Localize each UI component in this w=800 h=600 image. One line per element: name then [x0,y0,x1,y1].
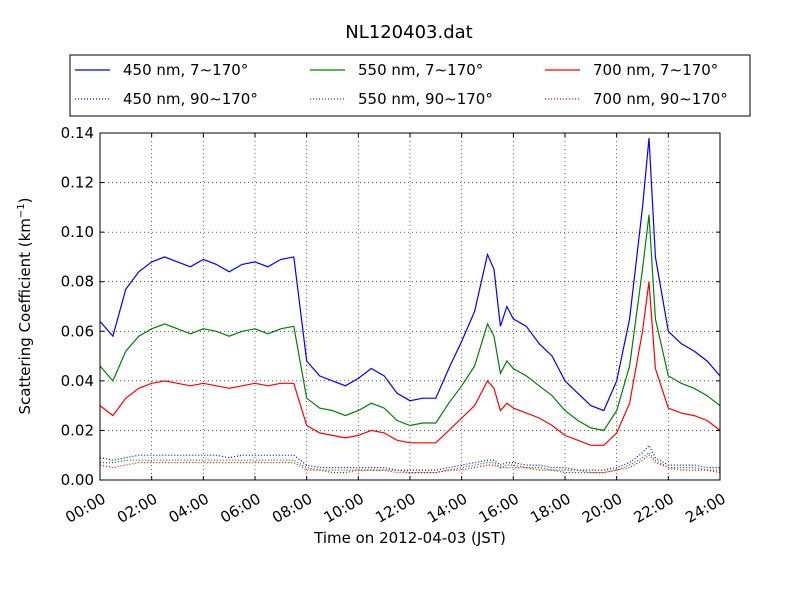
series-line-1 [99,137,721,412]
series-line-3 [99,281,721,446]
y-tick-label: 0.02 [61,421,94,439]
x-tick-label: 02:00 [114,490,160,527]
y-tick-label: 0.14 [61,124,94,142]
series-line-6 [99,454,721,474]
x-tick-label: 00:00 [62,490,108,527]
y-tick-label: 0.04 [61,372,94,390]
y-axis-label: Scattering Coefficient (km−1) [16,197,34,414]
legend: 450 nm, 7∼170° 550 nm, 7∼170° 700 nm, 7∼17… [69,54,751,117]
chart-title: NL120403.dat [345,22,472,43]
x-tick-label: 24:00 [682,490,728,527]
series-lines [99,137,721,474]
x-tick-label: 14:00 [424,490,470,527]
grid [99,132,721,481]
y-tick-label: 0.12 [61,174,94,192]
x-tick-label: 16:00 [476,490,522,527]
x-tick-label: 06:00 [217,490,263,527]
y-tick-label: 0.10 [61,223,94,241]
x-tick-label: 12:00 [372,490,418,527]
legend-label: 700 nm, 7∼170° [593,61,718,79]
y-tick-label: 0.00 [61,471,94,489]
legend-label: 550 nm, 7∼170° [358,61,483,79]
x-tick-label: 22:00 [631,490,677,527]
x-axis-label: Time on 2012-04-03 (JST) [313,529,506,547]
x-tick-label: 18:00 [527,490,573,527]
legend-label: 550 nm, 90∼170° [358,90,493,108]
x-tick-label: 10:00 [321,490,367,527]
legend-label: 450 nm, 7∼170° [123,61,248,79]
x-tick-label: 20:00 [579,490,625,527]
y-tick-label: 0.08 [61,273,94,291]
legend-box [69,54,751,117]
y-tick-label: 0.06 [61,322,94,340]
legend-label: 450 nm, 90∼170° [123,90,258,108]
x-tick-label: 04:00 [166,490,212,527]
legend-label: 700 nm, 90∼170° [593,90,728,108]
series-line-2 [99,214,721,432]
x-tick-label: 08:00 [269,490,315,527]
